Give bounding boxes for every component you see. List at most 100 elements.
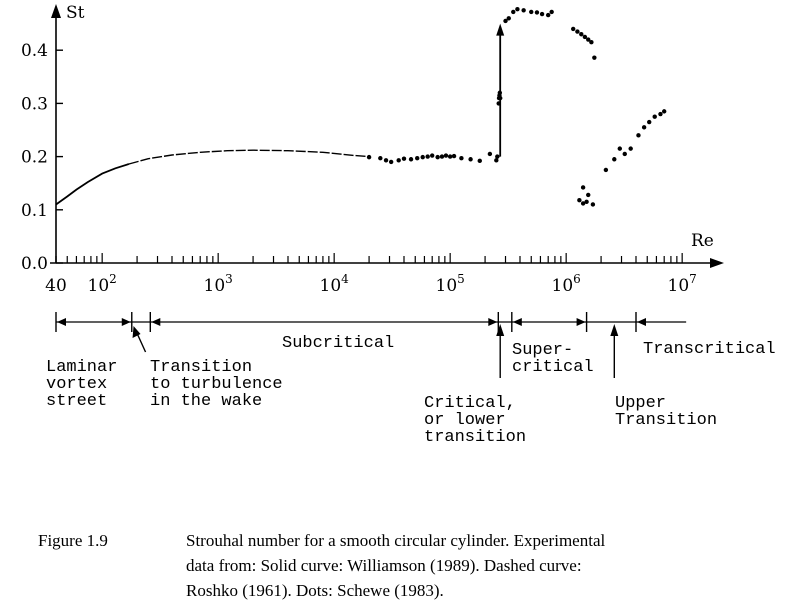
data-dot (658, 111, 663, 117)
x-tick-label: 105 (436, 272, 465, 296)
regime-pointer-head (132, 326, 141, 338)
regime-pointer-head (496, 324, 505, 336)
dashed-curve (128, 149, 370, 165)
regime-label: Upper (615, 394, 666, 413)
caption-label: Figure 1.9 (38, 531, 108, 550)
regime-label: Transition (615, 411, 717, 430)
data-dot (577, 198, 582, 203)
data-dot (521, 8, 526, 13)
x-tick-label: 107 (668, 272, 697, 296)
regime-label: Critical, (424, 394, 516, 413)
x-tick-label: 103 (204, 272, 233, 296)
data-dot (579, 32, 584, 37)
data-dot (652, 114, 657, 119)
data-dot (443, 153, 449, 158)
data-dot (420, 154, 425, 160)
regime-label: or lower (424, 411, 506, 430)
y-tick-label: 0.4 (21, 41, 48, 61)
x-tick-label: 106 (552, 272, 581, 296)
data-dot (617, 146, 622, 151)
data-dot (401, 156, 407, 161)
data-dot (545, 12, 551, 18)
regime-label: Laminar (46, 358, 117, 377)
strouhal-chart: 0.0 0.1 0.2 0.3 0.4 40 102 103 104 105 106 107 St Re L… (21, 3, 776, 447)
data-dot (506, 16, 511, 21)
data-dot (451, 153, 457, 159)
data-dot (511, 9, 516, 15)
regime-label: vortex (46, 375, 107, 394)
data-dot (494, 158, 499, 163)
x-axis-arrowhead (710, 258, 724, 268)
data-dot (477, 158, 482, 164)
data-dot (447, 154, 453, 159)
caption-text: Strouhal number for a smooth circular cy… (186, 528, 766, 603)
data-dot (612, 157, 617, 162)
data-dot (503, 18, 508, 24)
data-dot (383, 158, 389, 163)
data-dot (571, 26, 576, 32)
data-dot (497, 95, 503, 101)
regime-label: Super- (512, 341, 573, 360)
data-dot (590, 202, 596, 207)
regime-arrowhead (488, 318, 498, 326)
data-dot (529, 9, 534, 15)
y-tick-label: 0.0 (21, 254, 48, 274)
data-dot (603, 167, 609, 173)
labels: 0.0 0.1 0.2 0.3 0.4 40 102 103 104 105 106 107 St Re L… (21, 3, 776, 447)
data-dot (459, 155, 464, 161)
regime-label: Subcritical (282, 334, 394, 353)
data-dot (647, 119, 652, 125)
data-dot (497, 90, 503, 95)
data-dot (582, 34, 588, 40)
y-tick-label: 0.1 (21, 201, 48, 221)
regime-label: to turbulence (150, 375, 283, 394)
caption-line: Strouhal number for a smooth circular cy… (186, 531, 606, 550)
data-dot (539, 11, 545, 17)
critical-jump-arrowhead (496, 23, 505, 36)
regime-label: in the wake (150, 392, 262, 411)
regime-label: Transcritical (643, 340, 776, 359)
data-dot (592, 55, 597, 60)
caption-line: data from: Solid curve: Williamson (1989… (186, 556, 582, 575)
data-dot (589, 40, 594, 45)
data-dot (439, 154, 445, 159)
regime-arrowhead (57, 318, 66, 326)
x-axis-title: Re (691, 231, 714, 251)
regime-label: Transition (150, 358, 252, 377)
y-tick-label: 0.3 (21, 94, 48, 114)
data-dot (661, 109, 667, 114)
data-dot (468, 157, 473, 162)
y-axis-title: St (66, 3, 85, 23)
data-dot (425, 154, 430, 159)
flow-regime-bar (55, 312, 687, 378)
regime-label: transition (424, 428, 526, 447)
regime-label: street (46, 392, 107, 411)
data-dot (496, 101, 501, 106)
data-dot (396, 158, 401, 163)
y-tick-label: 0.2 (21, 148, 48, 168)
x-tick-label: 102 (88, 272, 117, 296)
data-dot (586, 37, 591, 42)
caption-line: Roshko (1961). Dots: Schewe (1983). (186, 581, 444, 600)
data-dot (388, 159, 394, 165)
data-dot (622, 151, 627, 157)
solid-curve (55, 163, 130, 206)
data-dot (584, 199, 589, 205)
data-dot (495, 154, 500, 159)
data-dots (366, 7, 667, 207)
x-tick-label: 40 (45, 276, 67, 296)
data-dot (580, 201, 586, 206)
data-dot (575, 29, 580, 34)
data-dot (549, 9, 554, 15)
regime-arrowhead (121, 318, 131, 326)
regime-arrowhead (151, 318, 161, 326)
regime-arrowhead (637, 318, 646, 326)
data-dot (628, 146, 633, 151)
data-dot (435, 154, 440, 160)
x-tick-label: 104 (320, 272, 350, 296)
data-dot (586, 192, 591, 198)
data-dot (366, 154, 372, 160)
regime-label: critical (512, 358, 594, 377)
regime-arrowhead (512, 318, 522, 326)
data-dot (580, 185, 586, 190)
